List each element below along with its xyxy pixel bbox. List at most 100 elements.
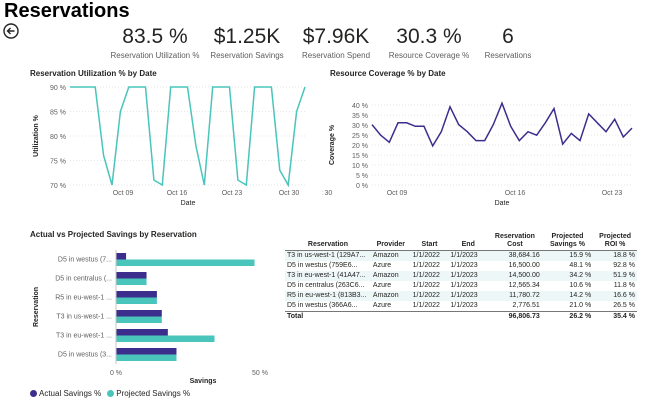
cell-reservation: T3 in eu-west-1 (41A47... xyxy=(285,271,371,281)
y-tick-label: 25 % xyxy=(352,133,368,140)
coverage-chart-title: Resource Coverage % by Date xyxy=(330,69,446,78)
projected-savings-bar[interactable] xyxy=(116,278,147,286)
kpi-spend: $7.96K Reservation Spend xyxy=(298,24,374,60)
category-label: R5 in eu-west-1 ... xyxy=(55,295,112,302)
cell-cost: 14,500.00 xyxy=(488,271,542,281)
cell-savings: 34.2 % xyxy=(541,271,594,281)
table-row[interactable]: D5 in centralus (263C6... Azure 1/1/2022… xyxy=(285,281,637,291)
y-tick-label: 20 % xyxy=(352,143,368,150)
cell-savings: 21.0 % xyxy=(569,302,592,309)
y-axis-label: Reservation xyxy=(33,287,40,327)
actual-savings-bar[interactable] xyxy=(116,348,177,355)
cell-cost: 38,684.16 xyxy=(488,250,542,261)
cell-roi: 11.8 % xyxy=(613,282,635,289)
cell-start: 1/1/2022 xyxy=(410,271,449,281)
legend-item-projected[interactable]: Projected Savings % xyxy=(107,389,190,398)
cell-provider: Azure xyxy=(372,302,392,309)
x-tick-label: Oct 09 xyxy=(113,190,134,197)
cell-end: 1/1/2023 xyxy=(450,282,478,289)
projected-savings-bar[interactable] xyxy=(116,316,162,324)
series-line[interactable] xyxy=(70,86,306,188)
category-label: T3 in eu-west-1 ... xyxy=(56,333,112,340)
x-axis-label: Date xyxy=(495,200,510,207)
y-tick-label: 0 % xyxy=(356,183,368,190)
category-label: D5 in centralus (... xyxy=(55,276,112,283)
column-header-start[interactable]: Start xyxy=(410,232,449,251)
cell-total-label: Total xyxy=(285,311,371,322)
column-header-savings[interactable]: Projected Savings % xyxy=(541,232,594,251)
back-arrow-icon[interactable] xyxy=(3,23,19,39)
kpi-label: Reservation Savings xyxy=(210,51,284,60)
legend-swatch xyxy=(107,390,115,397)
x-tick-label: 50 % xyxy=(252,370,268,377)
y-tick-label: 70 % xyxy=(50,183,66,190)
cell-provider: Amazon xyxy=(370,291,411,301)
cell-start: 1/1/2022 xyxy=(412,262,440,269)
kpi-label: Reservation Utilization % xyxy=(110,51,200,60)
cell-end: 1/1/2023 xyxy=(448,250,489,261)
legend-item-actual[interactable]: Actual Savings % xyxy=(30,389,101,398)
category-label: D5 in westus (3... xyxy=(58,352,112,359)
savings-bar-chart[interactable]: D5 in westus (7... D5 in centralus (... R5… xyxy=(0,240,282,386)
cell-reservation: D5 in westus (366A6... xyxy=(287,302,358,309)
utilization-chart-title: Reservation Utilization % by Date xyxy=(30,69,157,78)
cell-cost: 2,776.51 xyxy=(512,302,540,309)
cell-roi: 51.9 % xyxy=(593,271,637,281)
column-header-provider[interactable]: Provider xyxy=(370,232,411,251)
x-tick-label: Oct 23 xyxy=(602,190,623,197)
projected-savings-bar[interactable] xyxy=(116,335,215,343)
actual-savings-bar[interactable] xyxy=(116,253,127,260)
actual-savings-bar[interactable] xyxy=(116,310,162,317)
table-row[interactable]: D5 in westus (759E6... Azure 1/1/2022 1/… xyxy=(285,261,637,271)
column-header-end[interactable]: End xyxy=(448,232,489,251)
utilization-line-chart[interactable]: 90 % 85 % 80 % 75 % 70 % Oct 09 Oct 16 Oct 23 Oc… xyxy=(0,78,318,210)
cell-start: 1/1/2022 xyxy=(412,302,440,309)
cell-total-start xyxy=(410,311,449,322)
coverage-line-chart[interactable]: 40 % 35 % 30 % 25 % 20 % 15 % 10 % 5 % 0 % Oct 09… xyxy=(322,78,642,210)
kpi-label: Reservation Spend xyxy=(301,51,371,60)
kpi-value: 83.5 % xyxy=(122,25,188,48)
column-header-roi[interactable]: Projected ROI % xyxy=(593,232,637,251)
table-row[interactable]: T3 in eu-west-1 (41A47... Amazon 1/1/202… xyxy=(285,271,637,281)
x-tick-label: Oct 09 xyxy=(387,190,408,197)
x-tick-label: Oct 16 xyxy=(505,190,526,197)
kpi-utilization: 83.5 % Reservation Utilization % xyxy=(110,24,200,60)
projected-savings-bar[interactable] xyxy=(116,354,177,362)
actual-savings-bar[interactable] xyxy=(116,329,168,336)
cell-reservation: R5 in eu-west-1 (813B3... xyxy=(285,291,371,301)
table-row[interactable]: T3 in us-west-1 (129A7... Amazon 1/1/202… xyxy=(285,250,637,261)
projected-savings-bar[interactable] xyxy=(116,259,255,267)
legend-label: Actual Savings % xyxy=(39,389,102,398)
cell-total-end xyxy=(448,311,489,322)
cell-provider: Amazon xyxy=(370,250,411,261)
y-tick-label: 15 % xyxy=(352,153,368,160)
y-tick-label: 10 % xyxy=(352,163,368,170)
actual-savings-bar[interactable] xyxy=(116,272,147,279)
reservations-table: Reservation Provider Start End Reservati… xyxy=(285,232,637,322)
cell-start: 1/1/2022 xyxy=(410,250,449,261)
page-title: Reservations xyxy=(4,0,130,22)
cell-end: 1/1/2023 xyxy=(450,302,478,309)
y-tick-label: 90 % xyxy=(50,85,66,92)
y-tick-label: 5 % xyxy=(356,173,368,180)
cell-reservation: D5 in centralus (263C6... xyxy=(287,282,365,289)
y-tick-label: 75 % xyxy=(50,159,66,166)
table-total-row: Total 96,806.73 26.2 % 35.4 % xyxy=(285,311,637,322)
cell-savings: 48.1 % xyxy=(569,262,592,269)
y-tick-label: 40 % xyxy=(352,103,368,110)
cell-roi: 18.8 % xyxy=(593,250,637,261)
x-tick-label: 0 % xyxy=(110,370,122,377)
cell-provider: Azure xyxy=(372,282,392,289)
kpi-label: Reservations xyxy=(484,51,532,60)
table-row[interactable]: D5 in westus (366A6... Azure 1/1/2022 1/… xyxy=(285,301,637,312)
series-line[interactable] xyxy=(371,101,633,148)
cell-end: 1/1/2023 xyxy=(448,291,489,301)
cell-reservation: D5 in westus (759E6... xyxy=(287,262,358,269)
column-header-reservation[interactable]: Reservation xyxy=(285,232,371,251)
table-row[interactable]: R5 in eu-west-1 (813B3... Amazon 1/1/202… xyxy=(285,291,637,301)
cell-savings: 10.6 % xyxy=(569,282,592,289)
cell-roi: 16.6 % xyxy=(593,291,637,301)
projected-savings-bar[interactable] xyxy=(116,297,157,305)
column-header-cost[interactable]: Reservation Cost xyxy=(488,232,542,251)
actual-savings-bar[interactable] xyxy=(116,291,157,298)
